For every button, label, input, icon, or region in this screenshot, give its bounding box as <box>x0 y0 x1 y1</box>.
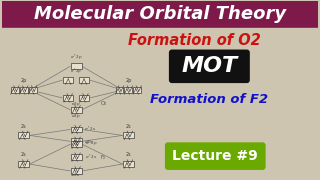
Bar <box>29 87 36 93</box>
Bar <box>11 87 19 93</box>
Text: $\sigma^*2s$: $\sigma^*2s$ <box>84 125 96 134</box>
Bar <box>71 154 82 160</box>
Text: $\pi 2p$: $\pi 2p$ <box>71 100 81 108</box>
Text: $\pi^*2p$: $\pi^*2p$ <box>70 67 82 77</box>
FancyBboxPatch shape <box>0 0 320 28</box>
Text: $\sigma^*2s$: $\sigma^*2s$ <box>85 152 97 162</box>
Text: $\sigma 2s$: $\sigma 2s$ <box>84 138 93 145</box>
Text: $\sigma^*2p$: $\sigma^*2p$ <box>70 53 82 63</box>
Bar <box>133 87 141 93</box>
Bar <box>79 95 89 101</box>
Bar <box>123 132 134 138</box>
Text: Lecture #9: Lecture #9 <box>172 149 258 163</box>
Text: MOT: MOT <box>181 56 237 76</box>
Text: 2s: 2s <box>21 123 27 129</box>
Bar <box>124 87 132 93</box>
FancyBboxPatch shape <box>169 50 250 83</box>
Bar <box>71 107 82 113</box>
Bar <box>71 141 82 147</box>
Text: $\sigma 2p$: $\sigma 2p$ <box>71 112 81 120</box>
Text: 2s: 2s <box>125 123 131 129</box>
Bar <box>18 161 29 167</box>
Text: $\sigma 2s$: $\sigma 2s$ <box>71 171 81 178</box>
Bar <box>79 77 89 83</box>
Text: Molecular Orbital Theory: Molecular Orbital Theory <box>34 5 286 23</box>
Text: 2p: 2p <box>21 78 27 83</box>
Text: Formation of O2: Formation of O2 <box>128 33 261 48</box>
Bar <box>71 168 82 174</box>
Bar <box>123 161 134 167</box>
Bar <box>63 95 73 101</box>
Text: 2s: 2s <box>125 152 131 157</box>
Bar <box>18 132 29 138</box>
Bar <box>20 87 28 93</box>
Bar <box>71 138 82 144</box>
Text: 2p: 2p <box>125 78 132 83</box>
Text: $\sigma^*2p$: $\sigma^*2p$ <box>85 139 98 149</box>
Bar <box>71 63 82 69</box>
Bar <box>63 77 73 83</box>
Text: 2s: 2s <box>21 152 27 157</box>
Bar <box>71 127 82 132</box>
Text: F₂: F₂ <box>101 155 106 160</box>
FancyBboxPatch shape <box>165 142 266 170</box>
Bar <box>116 87 124 93</box>
Text: Formation of F2: Formation of F2 <box>150 93 268 106</box>
Text: O₂: O₂ <box>101 101 107 106</box>
